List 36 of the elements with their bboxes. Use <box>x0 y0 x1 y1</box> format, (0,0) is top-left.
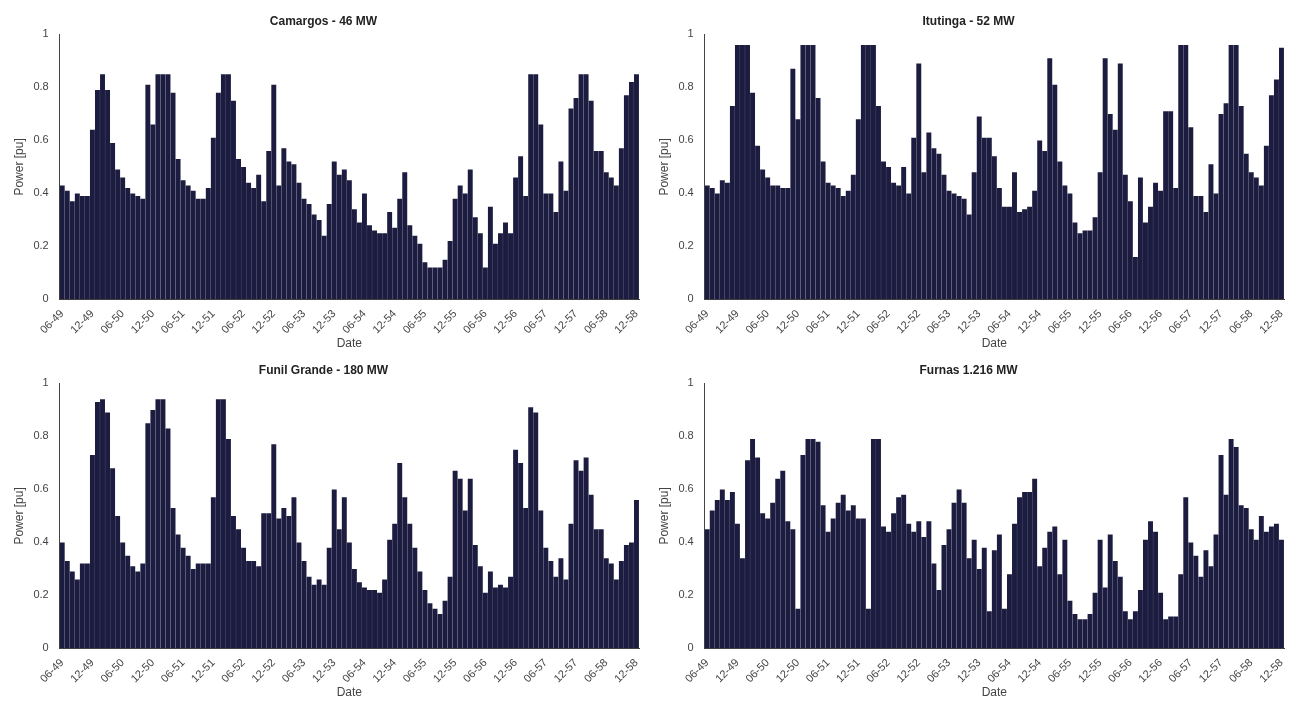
y-axis-title: Power [pu] <box>11 138 26 196</box>
y-tick-label: 0.4 <box>678 535 694 548</box>
y-tick-label: 0.2 <box>33 239 49 252</box>
chart-title: Funil Grande - 180 MW <box>258 362 389 377</box>
y-tick-label: 0.4 <box>33 535 49 548</box>
chart-title: Camargos - 46 MW <box>269 13 378 28</box>
y-tick-label: 0.8 <box>33 429 49 442</box>
y-tick-label: 1 <box>687 27 694 40</box>
y-tick-label: 0.6 <box>33 133 49 146</box>
x-axis-title: Date <box>336 336 363 351</box>
y-tick-label: 0 <box>42 292 49 305</box>
y-tick-label: 0.2 <box>33 588 49 601</box>
chart-title: Itutinga - 52 MW <box>922 13 1016 28</box>
y-tick-label: 0 <box>687 641 694 654</box>
y-tick-label: 1 <box>42 27 49 40</box>
y-axis-title: Power [pu] <box>11 487 26 545</box>
y-tick-label: 0.2 <box>678 239 694 252</box>
y-tick-label: 0.8 <box>678 429 694 442</box>
x-axis-title: Date <box>981 336 1008 351</box>
x-axis-title: Date <box>336 685 363 700</box>
y-tick-label: 0.6 <box>33 482 49 495</box>
y-tick-label: 0.6 <box>678 133 694 146</box>
y-tick-label: 0.6 <box>678 482 694 495</box>
y-tick-label: 0.8 <box>33 80 49 93</box>
y-tick-label: 1 <box>687 376 694 389</box>
y-tick-label: 0.8 <box>678 80 694 93</box>
y-axis-title: Power [pu] <box>656 138 671 196</box>
chart-title: Furnas 1.216 MW <box>919 362 1019 377</box>
x-axis-title: Date <box>981 685 1008 700</box>
y-tick-label: 1 <box>42 376 49 389</box>
y-tick-label: 0.4 <box>33 186 49 199</box>
y-tick-label: 0 <box>42 641 49 654</box>
y-tick-label: 0 <box>687 292 694 305</box>
y-tick-label: 0.4 <box>678 186 694 199</box>
y-axis-title: Power [pu] <box>656 487 671 545</box>
y-tick-label: 0.2 <box>678 588 694 601</box>
